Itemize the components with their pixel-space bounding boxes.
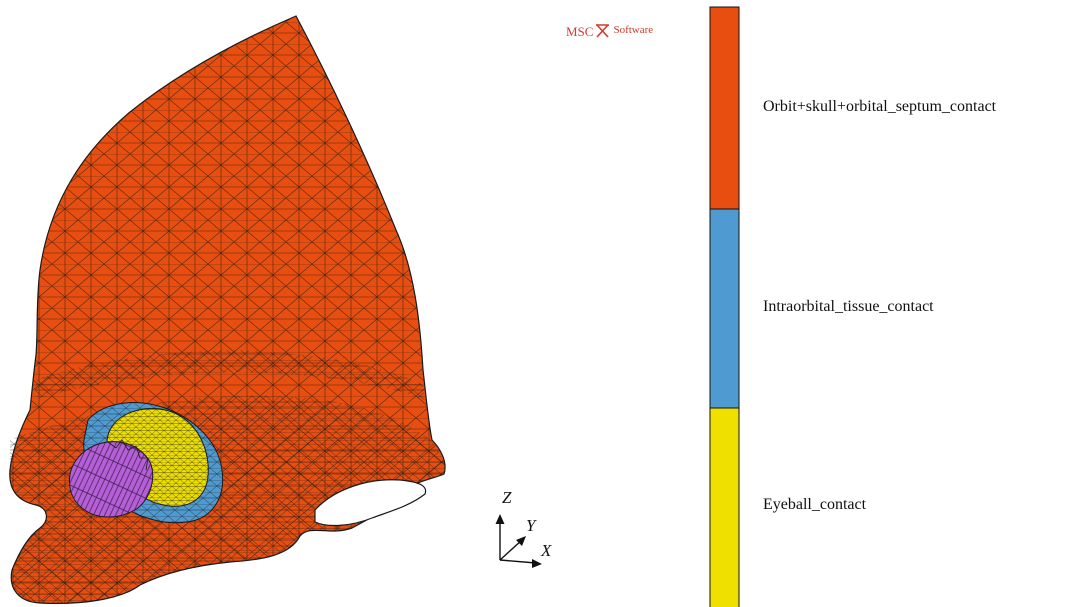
axis-label-x: X <box>541 541 552 560</box>
skull-orbit-part[interactable] <box>9 15 446 604</box>
logo-mark-icon <box>596 24 610 38</box>
logo-brand: MSC <box>566 24 594 39</box>
legend-label-intraorbital: Intraorbital_tissue_contact <box>763 298 934 315</box>
legend-label-orbit: Orbit+skull+orbital_septum_contact <box>763 98 997 115</box>
optic-nerve-bundle-part[interactable] <box>69 439 154 518</box>
legend-swatch-intraorbital <box>709 208 740 409</box>
legend-swatch-eyeball <box>709 407 740 607</box>
axis-label-z: Z <box>502 488 512 507</box>
legend-color-bar <box>709 6 740 607</box>
msc-software-logo: MSC Software <box>566 24 653 40</box>
axis-label-y: Y <box>526 516 536 535</box>
legend-swatch-orbit <box>709 6 740 210</box>
logo-product: Software <box>613 24 654 36</box>
zygomatic-opening <box>314 479 427 527</box>
legend-label-eyeball: Eyeball_contact <box>763 496 867 513</box>
axis-triad <box>495 514 542 568</box>
